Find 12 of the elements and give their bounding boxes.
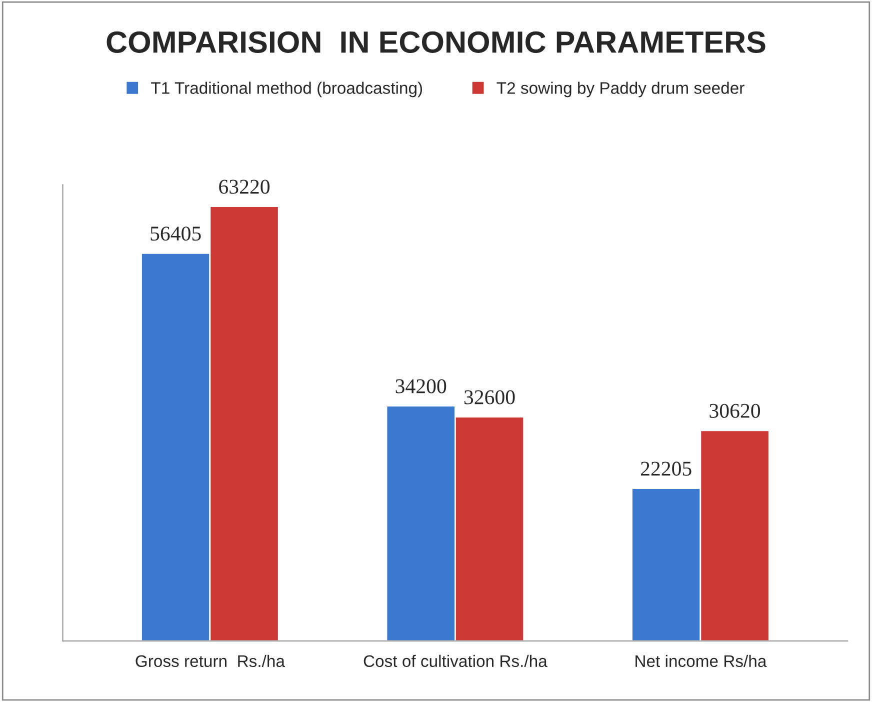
data-label: 30620 [710,404,760,418]
data-label: 34200 [396,379,446,394]
chart-title: COMPARISION IN ECONOMIC PARAMETERS [106,31,766,53]
data-label: 22205 [640,462,692,476]
x-tick-label: Gross return Rs./ha [136,654,285,668]
legend-label: T1 Traditional method (broadcasting) [151,82,422,98]
x-tick-label: Cost of cultivation Rs./ha [364,654,548,668]
data-label: 63220 [219,180,270,194]
data-label: 32600 [464,390,515,404]
data-label: 56405 [150,226,201,241]
x-tick-label: Net income Rs/ha [636,654,767,668]
legend-label: T2 sowing by Paddy drum seeder [496,82,744,98]
